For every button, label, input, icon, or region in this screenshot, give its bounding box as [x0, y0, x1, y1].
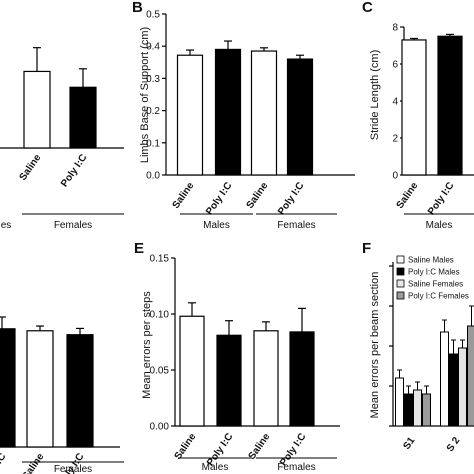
y-tick-label: 0.1 [146, 138, 160, 149]
bar [216, 334, 242, 427]
group-label: Females [277, 220, 315, 231]
y-tick-label: 0.05 [150, 366, 170, 377]
category-label: Poly I:C [426, 180, 456, 217]
bar [413, 389, 422, 427]
bar [176, 54, 204, 176]
y-tick-label: 0.2 [146, 106, 160, 117]
legend-label: Saline Males [408, 256, 454, 265]
bar [401, 39, 427, 176]
category-label: Saline [247, 431, 273, 462]
category-label: Poly I:C [276, 180, 306, 217]
bar [395, 377, 404, 427]
bar [214, 48, 242, 176]
panel-letter: C [362, 0, 373, 16]
legend-swatch [396, 279, 405, 288]
bar [253, 330, 279, 427]
y-axis-label: Mean errors per steps [141, 291, 153, 399]
legend-label: Poly I:C Females [408, 292, 469, 301]
category-label: Saline [18, 152, 44, 183]
bar [289, 331, 315, 427]
group-label: Males [203, 220, 230, 231]
category-label: Saline [245, 180, 271, 211]
legend-label: Saline Females [408, 280, 463, 289]
y-tick-label: 0.15 [150, 254, 170, 265]
category-label: S 2 [445, 435, 463, 454]
panel-f: S1 S 2 Saline Males Poly I:C Males Saline Fe… [362, 240, 474, 454]
category-label: S1 [401, 435, 417, 452]
bar [23, 70, 51, 149]
legend-swatch [396, 267, 405, 276]
bar [440, 331, 449, 427]
bar [437, 35, 463, 176]
category-label: Saline [395, 180, 421, 211]
bar [286, 58, 314, 176]
bar [467, 325, 474, 427]
panel-letter: F [362, 240, 371, 257]
y-tick-label: 0.5 [146, 10, 160, 21]
legend-label: Poly I:C Males [408, 268, 460, 277]
group-label: Females [277, 462, 315, 473]
panel-letter: E [134, 240, 144, 257]
y-tick-label: 2 [392, 134, 398, 145]
group-label: Males [202, 462, 229, 473]
y-tick-label: 4 [392, 97, 398, 108]
y-tick-label: 0.0 [146, 171, 160, 182]
panel-letter: B [132, 0, 143, 16]
panel-a: Saline Poly I:C es Females [0, 47, 124, 231]
y-tick-label: 8 [392, 23, 398, 34]
bar [250, 50, 278, 176]
y-tick-label: 0.3 [146, 74, 160, 85]
y-axis-label: Stride Length (cm) [369, 50, 381, 140]
y-axis-label: Mean errors per beam section [369, 272, 381, 419]
category-label: Saline [173, 431, 199, 462]
category-label: Poly I:C [204, 180, 234, 217]
bar [0, 328, 16, 448]
panel-c: 0 2 4 6 8 Saline Poly I:C Males C Stride Length (… [362, 0, 474, 231]
bar [404, 393, 413, 427]
y-tick-label: 6 [392, 60, 398, 71]
y-axis-label: Limbs Base of Support (cm) [139, 27, 151, 163]
bar [458, 347, 467, 427]
bar [26, 330, 54, 448]
y-tick-label: 0 [392, 171, 398, 182]
y-tick-label: 0.4 [146, 42, 160, 53]
group-label: Males [426, 220, 453, 231]
bar [69, 86, 97, 149]
y-tick-label: 0.10 [150, 310, 170, 321]
group-label: Females [54, 464, 92, 474]
category-label: Poly I:C [0, 451, 8, 474]
group-label: es [1, 220, 12, 231]
bar [66, 334, 94, 448]
group-label: Females [54, 220, 92, 231]
y-tick-label: 0.00 [150, 422, 170, 433]
legend-swatch [396, 255, 405, 264]
bar [449, 353, 458, 427]
bar [179, 315, 205, 427]
category-label: Poly I:C [59, 152, 89, 189]
legend-swatch [396, 291, 405, 300]
bar [422, 393, 431, 427]
category-label: Saline [171, 180, 197, 211]
category-label: Saline [21, 451, 47, 474]
